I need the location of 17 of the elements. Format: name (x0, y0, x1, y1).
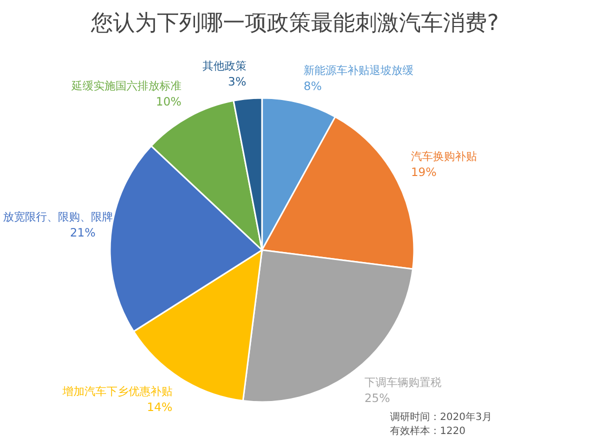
data-label: 8% (304, 79, 322, 94)
slice-label: 其他政策 (202, 60, 246, 73)
data-label: 21% (70, 225, 96, 240)
slice-label: 放宽限行、限购、限牌 (3, 210, 113, 224)
slice-label: 汽车换购补贴 (410, 150, 477, 164)
slice-label: 延缓实施国六排放标准 (70, 79, 182, 92)
data-label: 10% (156, 94, 182, 108)
chart-title: 您认为下列哪一项政策最能刺激汽车消费? (90, 11, 499, 36)
data-label: 25% (364, 391, 390, 406)
slice-label: 下调车辆购置税 (364, 376, 442, 390)
data-label: 14% (146, 400, 172, 414)
slice-label: 增加汽车下乡优惠补贴 (61, 385, 172, 398)
data-label: 3% (228, 74, 246, 89)
data-label: 19% (410, 165, 437, 180)
text: 调研时间：2020年3月 (390, 411, 492, 423)
slice-label: 新能源车补贴退坡放缓 (304, 64, 414, 78)
text: 有效样本：1220 (390, 425, 466, 437)
